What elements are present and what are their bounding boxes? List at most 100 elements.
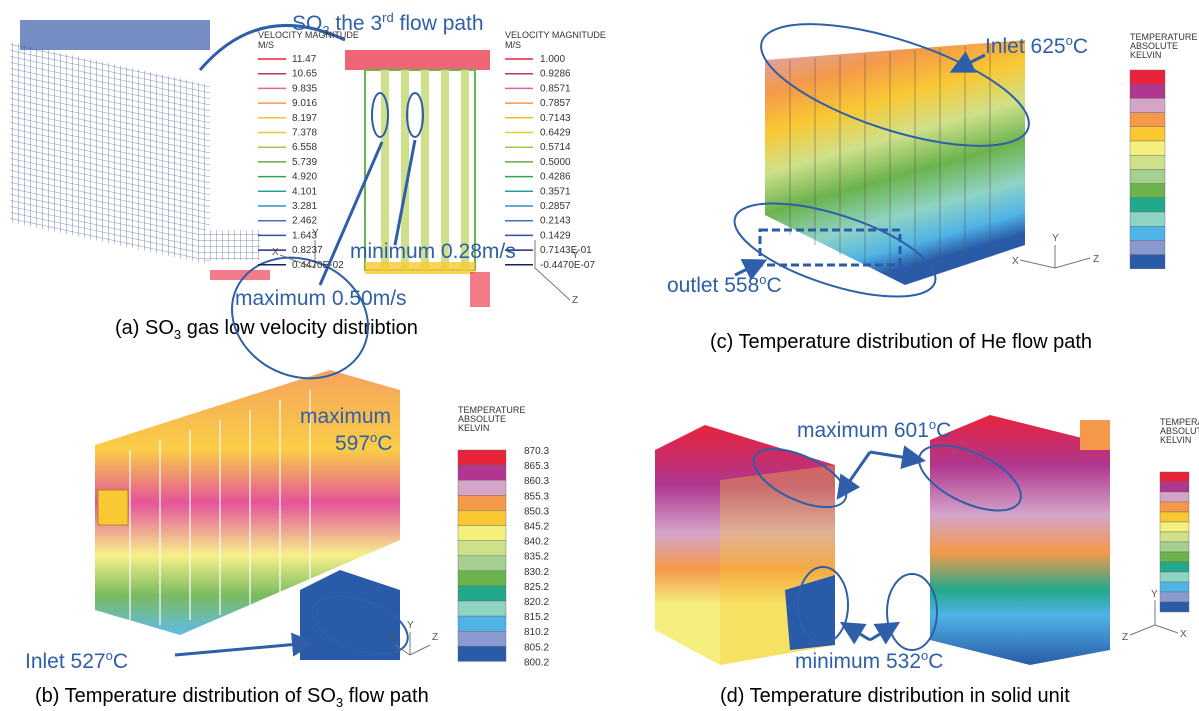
axis-label: Z bbox=[572, 295, 578, 306]
caption: (a) SO3 gas low velocity distribtion bbox=[115, 317, 418, 342]
legend-swatch bbox=[1160, 582, 1189, 592]
legend-title: VELOCITY MAGNITUDE bbox=[258, 30, 359, 40]
legend-value: 2.462 bbox=[292, 216, 317, 227]
legend-swatch bbox=[1130, 98, 1165, 112]
legend-value: 0.4470E-02 bbox=[292, 260, 344, 271]
legend-value: 6.558 bbox=[292, 142, 317, 153]
legend-value: 865.3 bbox=[524, 461, 549, 472]
legend-swatch bbox=[1130, 141, 1165, 155]
legend-value: 4.101 bbox=[292, 186, 317, 197]
legend-swatch bbox=[1130, 184, 1165, 198]
callout-ellipse bbox=[887, 574, 937, 650]
arrow bbox=[840, 452, 870, 495]
caption: (b) Temperature distribution of SO3 flow… bbox=[35, 685, 429, 710]
legend-value: 0.2857 bbox=[540, 201, 571, 212]
axis-label: Y bbox=[1052, 233, 1059, 244]
legend-swatch bbox=[1130, 240, 1165, 254]
legend-value: 0.1429 bbox=[540, 230, 571, 241]
legend-title: KELVIN bbox=[1160, 435, 1191, 445]
legend-swatch bbox=[1160, 602, 1189, 612]
legend-title: KELVIN bbox=[1130, 50, 1161, 60]
annotation: Inlet 625oC bbox=[985, 33, 1088, 58]
axis-label: Y bbox=[1151, 589, 1158, 600]
legend-swatch bbox=[458, 526, 506, 541]
axis-label: X bbox=[1012, 256, 1019, 267]
legend-swatch bbox=[458, 495, 506, 510]
legend-unit: M/S bbox=[258, 40, 274, 50]
legend-value: 10.65 bbox=[292, 69, 317, 80]
wireframe-model bbox=[10, 20, 270, 280]
legend-value: 1.643 bbox=[292, 230, 317, 241]
callout-ellipse bbox=[407, 93, 423, 137]
legend-value: 830.2 bbox=[524, 567, 549, 578]
legend-swatch bbox=[458, 601, 506, 616]
figure: Y X Y Z SO3 the 3rd flow path minimum 0.… bbox=[0, 0, 1199, 711]
legend-swatch bbox=[1130, 127, 1165, 141]
legend-value: 0.2143 bbox=[540, 216, 571, 227]
legend-value: 7.378 bbox=[292, 128, 317, 139]
legend-swatch bbox=[1160, 562, 1189, 572]
legend-swatch bbox=[1160, 532, 1189, 542]
legend-swatch bbox=[1160, 522, 1189, 532]
axis-triad bbox=[395, 632, 430, 655]
legend-swatch bbox=[458, 450, 506, 465]
legend-swatch bbox=[1160, 492, 1189, 502]
legend-value: 8.197 bbox=[292, 113, 317, 124]
legend-swatch bbox=[458, 586, 506, 601]
legend-value: 805.2 bbox=[524, 642, 549, 653]
legend-value: 1.000 bbox=[540, 54, 565, 65]
legend-value: 4.920 bbox=[292, 172, 317, 183]
legend-swatch bbox=[1130, 84, 1165, 98]
legend-swatch bbox=[1160, 502, 1189, 512]
legend-value: 0.7143 bbox=[540, 113, 571, 124]
legend-swatch bbox=[1130, 169, 1165, 183]
legend-swatch bbox=[458, 510, 506, 525]
legend-value: 9.835 bbox=[292, 83, 317, 94]
legend-unit: M/S bbox=[505, 40, 521, 50]
legend-swatch bbox=[1160, 552, 1189, 562]
axis-label: Z bbox=[1093, 254, 1099, 265]
axis-label: Z bbox=[432, 632, 438, 643]
legend-value: 820.2 bbox=[524, 597, 549, 608]
legend-swatch bbox=[1130, 155, 1165, 169]
legend-swatch bbox=[458, 541, 506, 556]
legend-swatch bbox=[1130, 255, 1165, 269]
legend-value: 815.2 bbox=[524, 612, 549, 623]
legend-title: KELVIN bbox=[458, 423, 489, 433]
legend-swatch bbox=[1130, 226, 1165, 240]
legend-value: 11.47 bbox=[292, 54, 317, 65]
annotation: minimum 0.28m/s bbox=[350, 240, 516, 263]
legend-swatch bbox=[1130, 212, 1165, 226]
legend-swatch bbox=[1130, 198, 1165, 212]
arrow bbox=[870, 452, 920, 460]
legend-value: 0.5000 bbox=[540, 157, 571, 168]
annotation: Inlet 527oC bbox=[25, 648, 128, 673]
legend-value: 0.8571 bbox=[540, 83, 571, 94]
axis-label: Y bbox=[407, 620, 414, 631]
legend-value: 835.2 bbox=[524, 552, 549, 563]
legend-swatch bbox=[1160, 482, 1189, 492]
legend-value: 0.6429 bbox=[540, 128, 571, 139]
legend-value: -0.4470E-07 bbox=[540, 260, 595, 271]
arrow bbox=[175, 643, 310, 655]
legend-value: 845.2 bbox=[524, 522, 549, 533]
legend-value: 870.3 bbox=[524, 446, 549, 457]
legend-value: 840.2 bbox=[524, 537, 549, 548]
caption: (d) Temperature distribution in solid un… bbox=[720, 685, 1070, 707]
legend-swatch bbox=[1160, 512, 1189, 522]
legend-value: 860.3 bbox=[524, 476, 549, 487]
annotation: maximum 601oC bbox=[797, 417, 951, 442]
legend-swatch bbox=[458, 556, 506, 571]
legend-value: 0.3571 bbox=[540, 186, 571, 197]
legend-value: 855.3 bbox=[524, 491, 549, 502]
legend-swatch bbox=[1160, 542, 1189, 552]
legend-title: VELOCITY MAGNITUDE bbox=[505, 30, 606, 40]
legend-value: 0.7857 bbox=[540, 98, 571, 109]
legend-value: 0.4286 bbox=[540, 172, 571, 183]
legend-value: 0.8237 bbox=[292, 245, 323, 256]
axis-label: X bbox=[388, 632, 395, 643]
caption: (c) Temperature distribution of He flow … bbox=[710, 331, 1092, 353]
axis-triad bbox=[1020, 245, 1090, 268]
legend-value: 9.016 bbox=[292, 98, 317, 109]
legend-swatch bbox=[458, 631, 506, 646]
